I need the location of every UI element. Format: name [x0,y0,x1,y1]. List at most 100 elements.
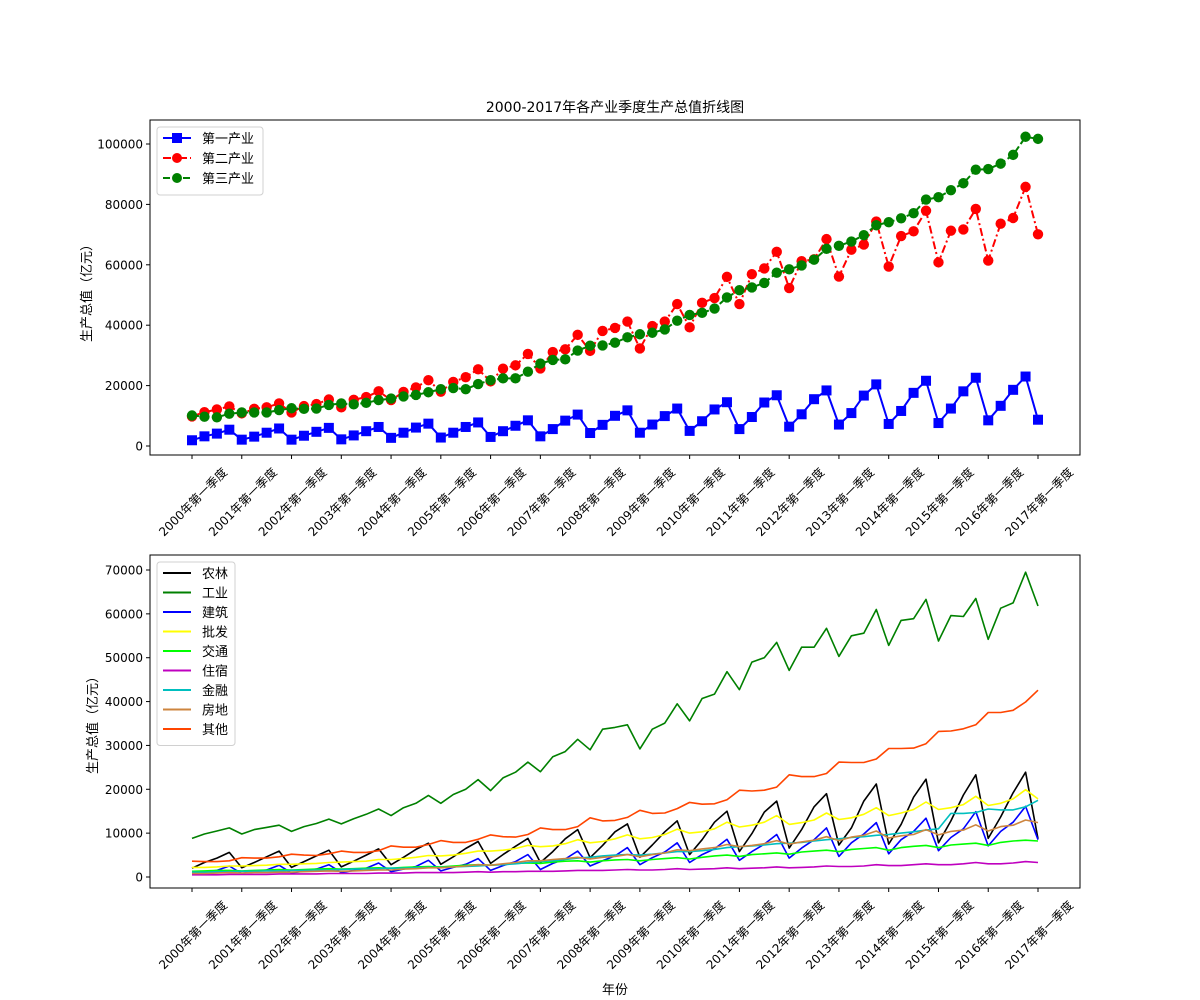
legend-label: 金融 [202,683,228,699]
legend-circle-marker [172,153,182,163]
square-marker [1008,384,1019,395]
circle-marker [908,207,919,219]
circle-marker [634,329,646,340]
circle-marker [734,298,745,310]
square-marker [485,431,496,442]
circle-marker [808,254,820,265]
circle-marker [684,309,695,321]
circle-marker [821,243,832,254]
y-tick-label: 60000 [105,258,143,272]
square-marker [908,387,919,398]
top-series-2 [186,131,1044,423]
circle-marker [634,343,646,354]
top-chart-title: 2000-2017年各产业季度生产总值折线图 [486,100,744,116]
square-marker [410,422,421,433]
circle-marker [672,315,683,326]
circle-marker [958,178,969,189]
circle-marker [547,346,558,358]
circle-marker [759,263,770,274]
square-marker [697,416,708,427]
y-tick-label: 20000 [105,379,143,393]
circle-marker [721,271,733,283]
square-marker [498,426,509,437]
square-marker [759,397,770,408]
circle-marker [410,382,422,393]
bottom-series-4 [191,839,1039,873]
top-chart-frame [149,119,1081,456]
circle-marker [224,401,235,412]
circle-marker [435,384,447,395]
circle-marker [609,337,621,348]
circle-marker [597,325,608,337]
square-marker [535,431,546,442]
circle-marker [236,407,247,418]
bottom-series-line [191,571,1039,840]
y-tick-label: 10000 [105,827,143,841]
bottom-series-line [192,788,1039,869]
circle-marker [796,260,807,271]
bottom-series-8 [191,689,1039,863]
circle-marker [833,240,845,251]
legend-item: 第三产业 [163,172,254,187]
legend-square-marker [172,133,182,143]
circle-marker [373,394,384,406]
square-marker [547,424,558,435]
top-series-0 [187,371,1043,446]
circle-marker [734,284,745,296]
square-marker [522,415,533,426]
square-marker [921,375,932,386]
circle-marker [398,391,409,402]
circle-marker [1032,133,1044,145]
square-marker [858,390,869,401]
square-marker [572,409,583,420]
circle-marker [771,246,782,258]
circle-marker [846,244,857,255]
legend-item: 住宿 [163,664,228,680]
circle-marker [746,268,758,280]
bottom-series-line [191,771,1039,869]
circle-marker [311,403,322,414]
circle-marker [709,292,720,304]
legend-item: 金融 [163,683,228,699]
circle-marker [858,230,870,241]
circle-marker [995,218,1006,229]
circle-marker [510,373,521,384]
square-marker [473,417,484,428]
circle-marker [249,407,260,418]
circle-marker [522,348,534,360]
circle-marker [485,374,496,386]
circle-marker [970,164,981,175]
circle-marker [211,404,223,415]
y-tick-label: 70000 [105,564,143,578]
square-marker [809,394,820,405]
square-marker [1020,371,1031,382]
circle-marker [410,389,422,401]
square-marker [833,419,844,430]
top-chart-y-axis: 0 20000 40000 60000 80000 100000 [97,138,150,454]
bottom-series-line [192,799,1039,874]
circle-marker [958,224,969,235]
circle-marker [709,303,720,314]
circle-marker [933,257,944,268]
circle-marker [783,282,795,294]
square-marker [970,372,981,383]
square-marker [746,412,757,423]
circle-marker [684,322,695,333]
circle-marker [472,378,484,390]
legend-item: 工业 [163,587,228,602]
square-marker [622,405,633,416]
legend-label: 批发 [202,625,228,641]
square-marker [373,421,384,432]
bottom-chart-sector-gdp: 0 10000 20000 30000 40000 50000 60000 70000 200… [85,554,1081,998]
legend-label: 第一产业 [202,132,254,147]
square-marker [348,430,359,441]
circle-marker [746,282,758,293]
legend-label: 工业 [202,587,228,602]
circle-marker [895,230,907,242]
y-tick-label: 100000 [97,138,143,152]
bottom-series-5 [192,860,1039,876]
bottom-series-1 [191,571,1039,840]
y-tick-label: 60000 [105,607,143,621]
